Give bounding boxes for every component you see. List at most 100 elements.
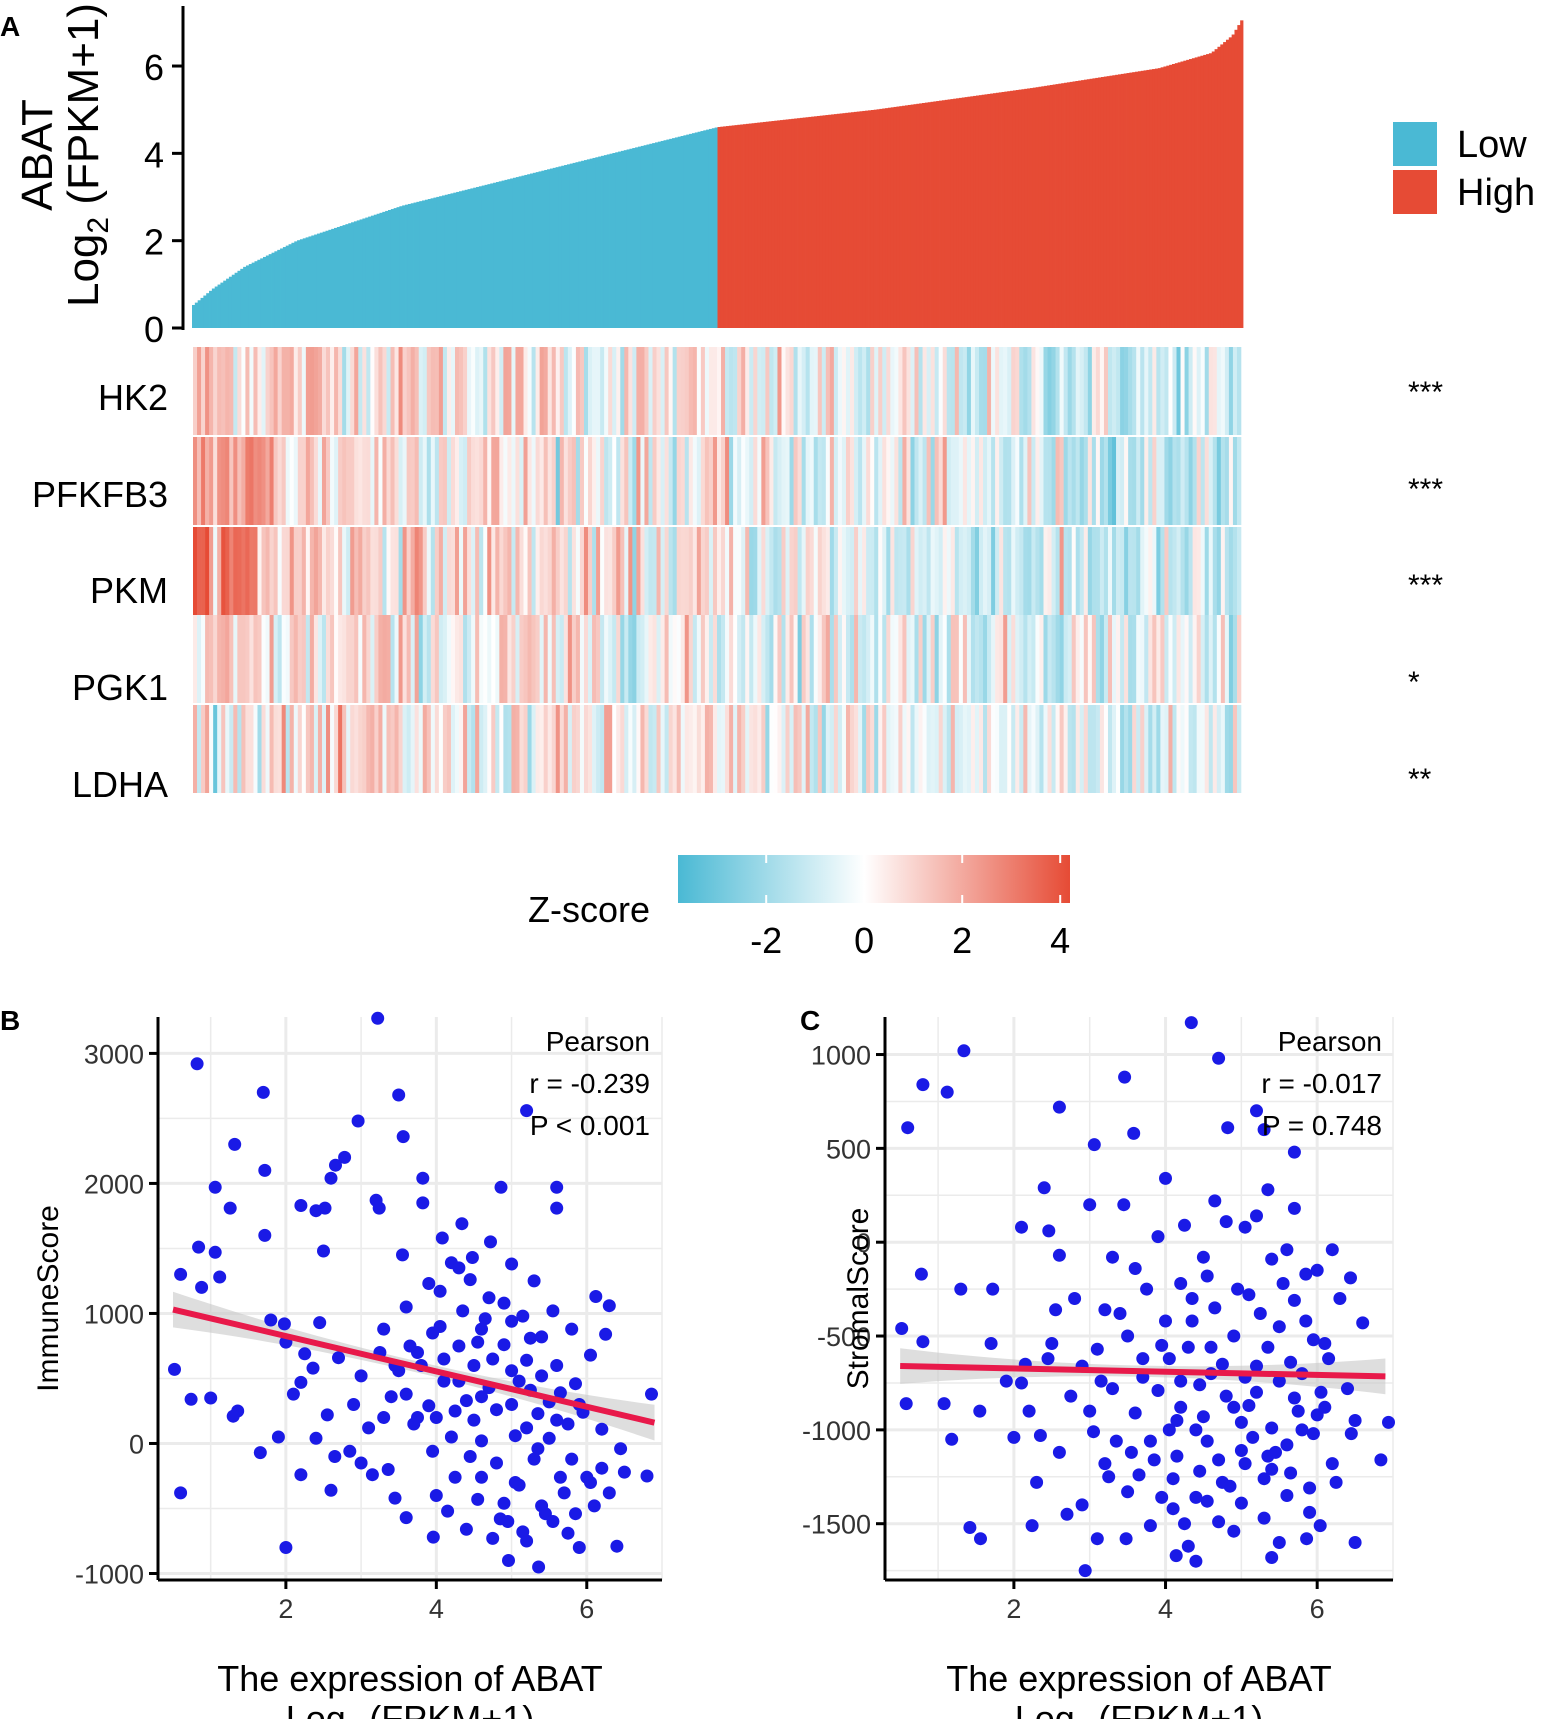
scatter-point — [294, 1375, 308, 1389]
heatmap-cell — [273, 615, 278, 703]
waterfall-bar — [1237, 25, 1241, 329]
waterfall-bar — [743, 124, 747, 328]
heatmap-cell — [1184, 527, 1189, 615]
heatmap-cell — [479, 527, 484, 615]
heatmap-cell — [507, 347, 512, 435]
scatter-point — [448, 1470, 462, 1484]
scatter-point — [497, 1496, 511, 1510]
heatmap-cell — [527, 347, 532, 435]
heatmap-cell — [1180, 705, 1185, 793]
heatmap-cell — [495, 527, 500, 615]
heatmap-cell — [789, 527, 794, 615]
heatmap-cell — [245, 347, 250, 435]
scatter-point — [459, 1522, 473, 1536]
scatter-point — [1037, 1181, 1051, 1195]
scatter-point — [1231, 1282, 1245, 1296]
heatmap-cell — [600, 615, 605, 703]
scatter-point — [1310, 1263, 1324, 1277]
heatmap-cell — [261, 437, 266, 525]
waterfall-bar — [439, 196, 443, 328]
heatmap-cell — [201, 705, 206, 793]
heatmap-cell — [688, 437, 694, 525]
heatmap-cell — [527, 615, 532, 703]
waterfall-bar — [1001, 91, 1005, 329]
heatmap-cell — [1212, 705, 1218, 793]
heatmap-cell — [265, 347, 270, 435]
waterfall-bar — [467, 189, 471, 328]
heatmap-cell — [942, 615, 948, 703]
heatmap-cell — [1063, 615, 1068, 703]
colorbar-title: Z-score — [528, 889, 650, 930]
heatmap-cell — [321, 347, 327, 435]
waterfall-bar — [1018, 89, 1022, 328]
heatmap-cell — [1007, 527, 1012, 615]
heatmap-cell — [261, 527, 266, 615]
heatmap-cell — [491, 347, 496, 435]
heatmap-cell — [596, 527, 601, 615]
heatmap-cell — [523, 705, 528, 793]
scatter-point — [595, 1461, 609, 1475]
heatmap-cell — [1232, 705, 1238, 793]
heatmap-cell — [821, 527, 827, 615]
heatmap-cell — [442, 615, 448, 703]
heatmap-cell — [745, 527, 750, 615]
heatmap-cell — [999, 705, 1004, 793]
heatmap-cell — [805, 437, 811, 525]
heatmap-cell — [281, 705, 287, 793]
heatmap-cell — [1180, 615, 1185, 703]
heatmap-cell — [229, 347, 234, 435]
heatmap-cell — [1003, 615, 1008, 703]
heatmap-cell — [237, 527, 242, 615]
heatmap-cell — [946, 705, 952, 793]
waterfall-bar — [740, 124, 744, 328]
heatmap-cell — [471, 705, 476, 793]
heatmap-cell — [487, 527, 492, 615]
scatter-point — [1052, 1445, 1066, 1459]
stats-line: P = 0.748 — [1262, 1110, 1382, 1141]
waterfall-bar — [319, 232, 324, 328]
heatmap-cell — [745, 347, 750, 435]
heatmap-cell — [221, 347, 226, 435]
heatmap-cell — [390, 615, 395, 703]
heatmap-cell — [519, 347, 524, 435]
heatmap-cell — [757, 437, 762, 525]
heatmap-cell — [983, 437, 988, 525]
heatmap-cell — [995, 527, 1000, 615]
heatmap-cell — [858, 615, 863, 703]
heatmap-cell — [555, 615, 561, 703]
scatter-point — [1303, 1505, 1317, 1519]
scatter-point — [1212, 1515, 1226, 1529]
heatmap-cell — [442, 347, 448, 435]
heatmap-cell — [579, 437, 585, 525]
heatmap-cell — [1200, 347, 1206, 435]
heatmap-cell — [374, 705, 379, 793]
heatmap-cell — [301, 437, 307, 525]
scatter-point — [1382, 1415, 1395, 1429]
heatmap-cell — [1184, 347, 1189, 435]
waterfall-bar — [461, 190, 466, 328]
heatmap-cell — [567, 527, 573, 615]
heatmap-cell — [1107, 437, 1113, 525]
heatmap-cell — [527, 437, 532, 525]
scatter-point — [520, 1421, 534, 1435]
heatmap-cell — [995, 615, 1000, 703]
heatmap-cell — [237, 347, 242, 435]
heatmap-cell — [648, 347, 653, 435]
heatmap-cell — [563, 347, 569, 435]
waterfall-bar — [964, 97, 968, 328]
heatmap-cell — [281, 347, 287, 435]
heatmap-cell — [1224, 615, 1230, 703]
heatmap-cell — [370, 347, 375, 435]
waterfall-bar — [1143, 70, 1147, 328]
heatmap-row-pfkfb3 — [193, 437, 1242, 525]
scatter-point — [174, 1267, 188, 1281]
scatter-point — [1052, 1248, 1066, 1262]
heatmap-cell — [809, 705, 815, 793]
heatmap-cell — [725, 527, 730, 615]
heatmap-cell — [386, 705, 391, 793]
heatmap-cell — [886, 527, 891, 615]
heatmap-cell — [430, 347, 436, 435]
heatmap-cell — [1172, 347, 1177, 435]
scatter-point — [478, 1312, 492, 1326]
heatmap-cell — [700, 527, 706, 615]
